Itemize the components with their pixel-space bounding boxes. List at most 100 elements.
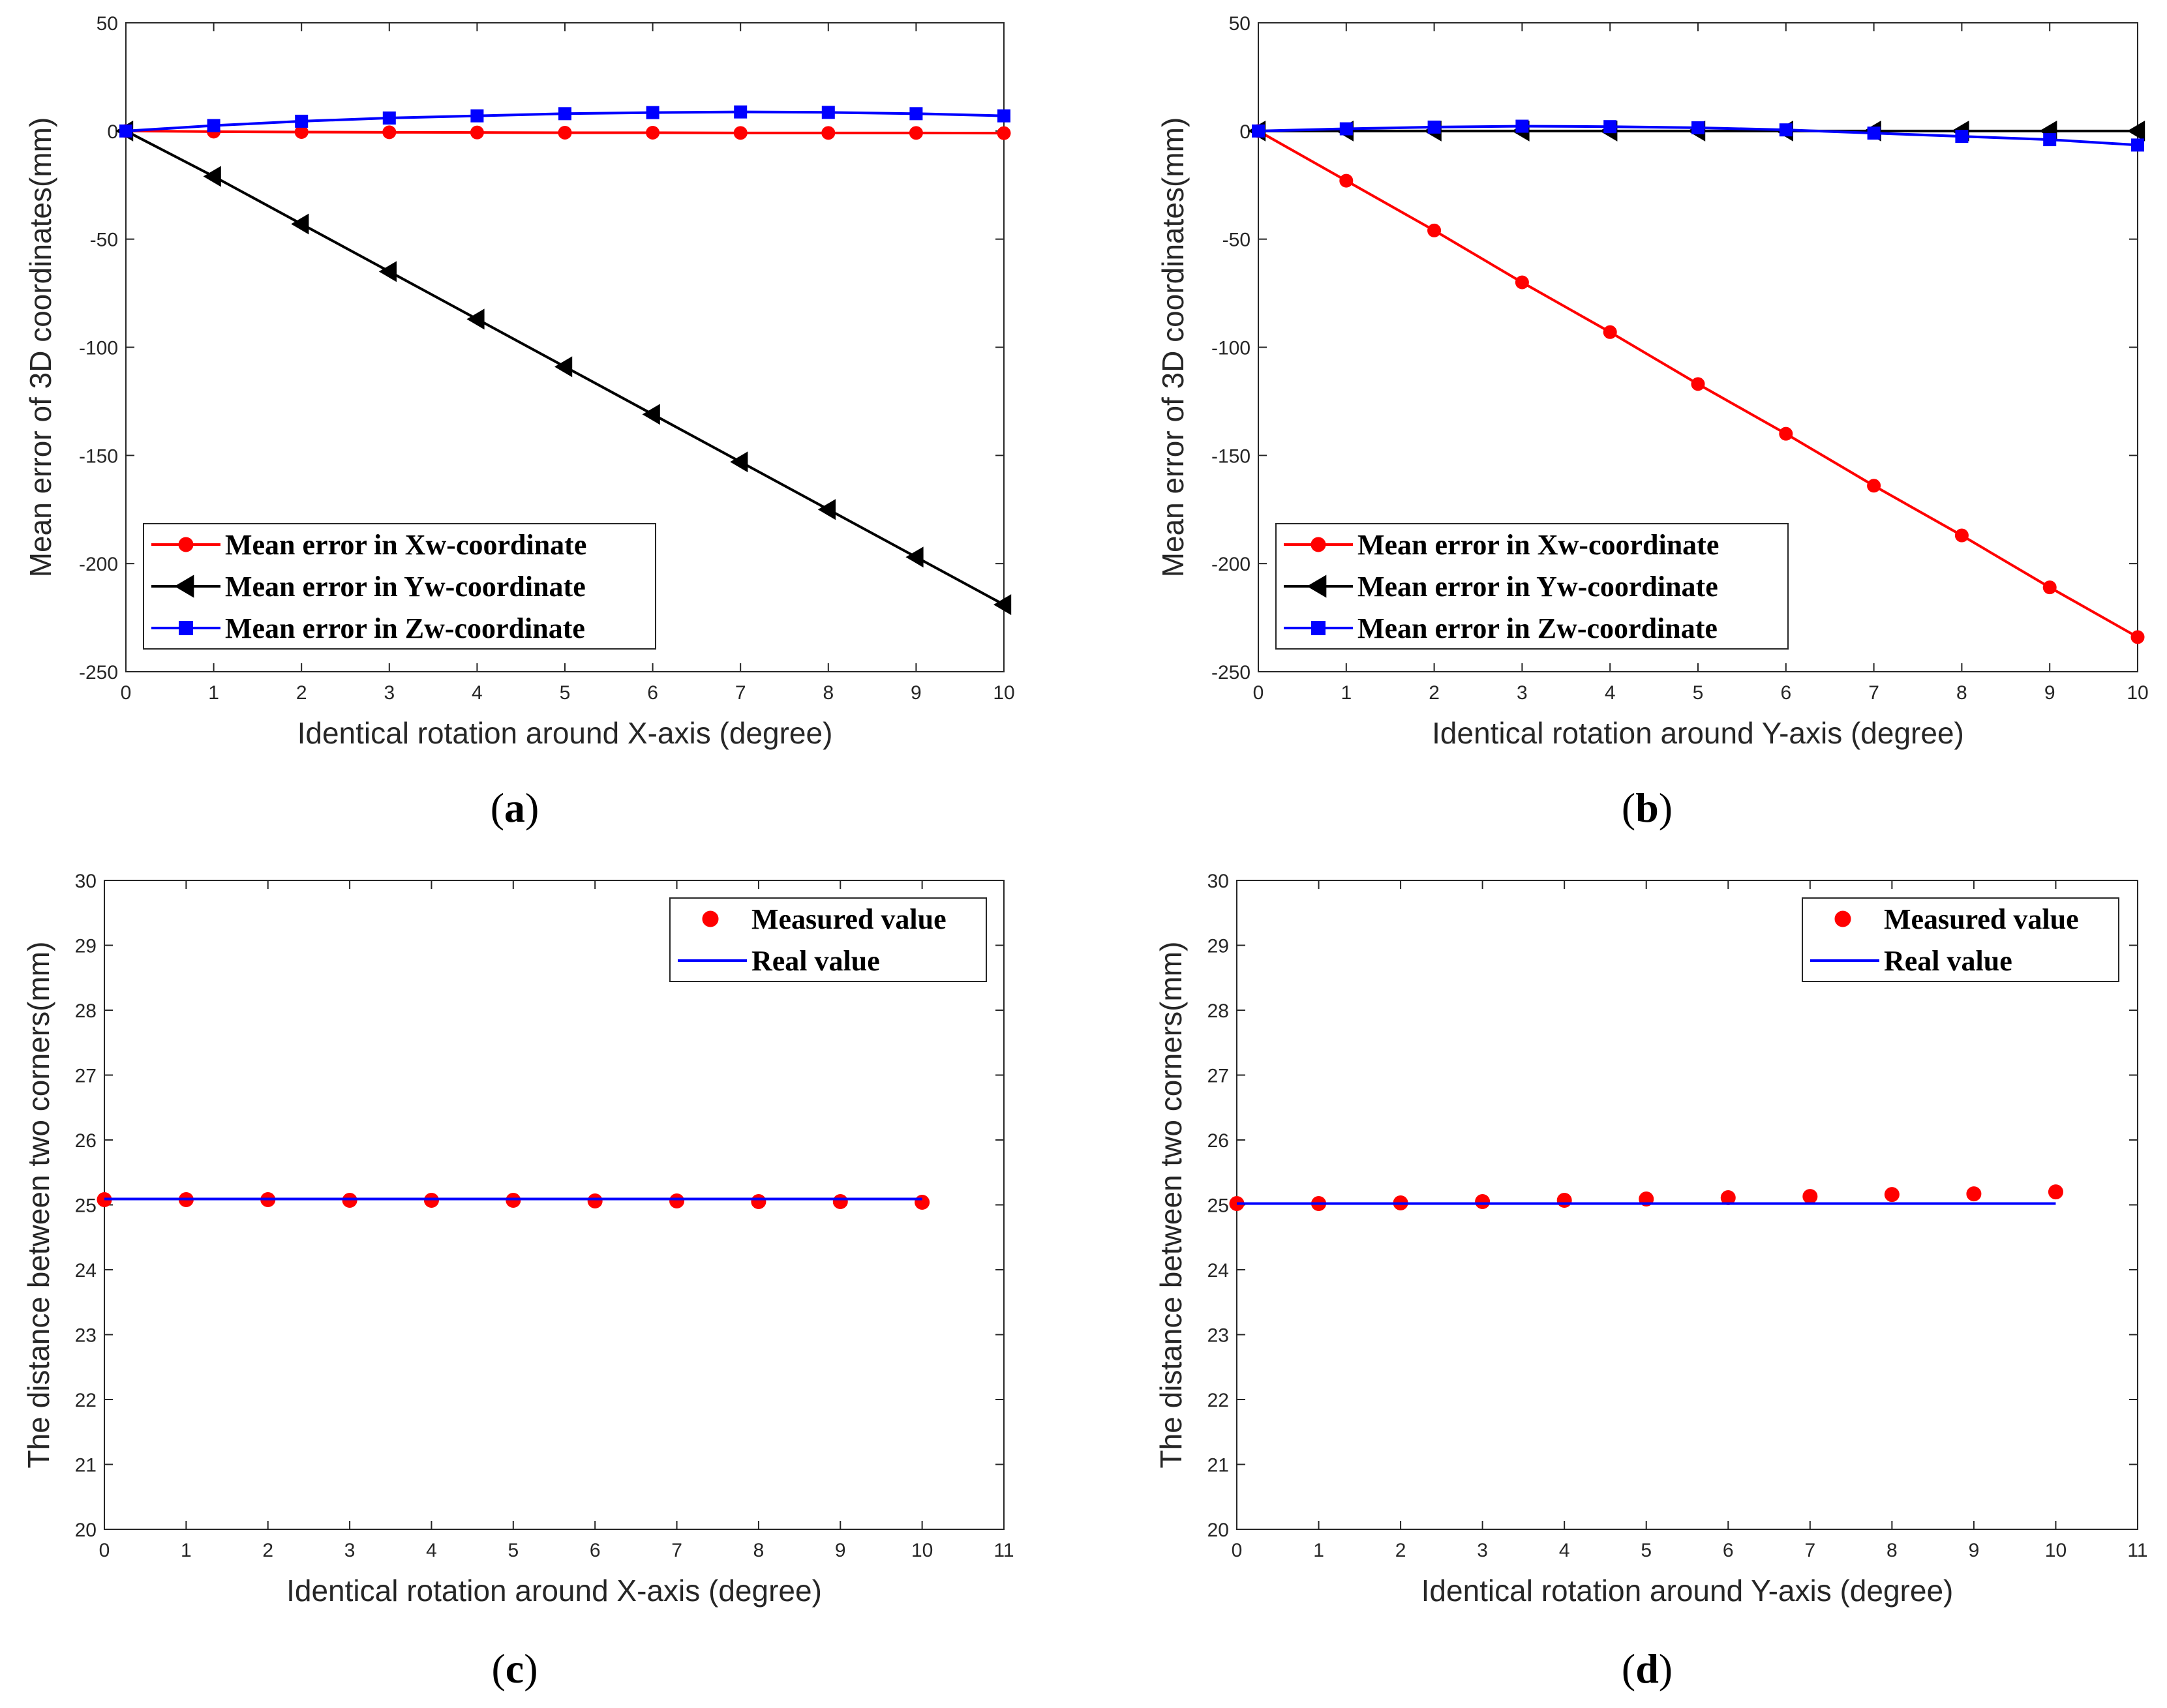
y-tick-label: -50 xyxy=(1222,230,1250,251)
x-tick-label: 8 xyxy=(1887,1540,1898,1561)
y-tick-label: 22 xyxy=(1207,1390,1229,1411)
x-tick-label: 7 xyxy=(1804,1540,1815,1561)
data-point xyxy=(642,404,660,425)
data-point xyxy=(733,126,748,140)
x-axis-label: Identical rotation around X-axis (degree… xyxy=(286,1574,822,1608)
y-tick-label: 28 xyxy=(1207,1000,1229,1022)
data-point xyxy=(558,107,571,121)
legend-label: Mean error in Xw-coordinate xyxy=(1357,529,1719,561)
x-tick-label: 2 xyxy=(296,682,307,704)
panel-label: (c) xyxy=(491,1645,538,1692)
x-tick-label: 6 xyxy=(590,1540,601,1561)
data-point xyxy=(1966,1186,1982,1202)
x-tick-label: 6 xyxy=(1780,682,1791,704)
legend-marker xyxy=(178,537,194,552)
data-point xyxy=(554,356,573,378)
legend-box xyxy=(143,523,656,650)
legend-label: Real value xyxy=(1884,945,2012,977)
y-tick-label: 27 xyxy=(1207,1066,1229,1087)
series-mean-error-in-yw-coordinate xyxy=(115,120,1012,616)
data-point xyxy=(915,1195,930,1210)
data-point xyxy=(470,125,484,140)
x-tick-label: 10 xyxy=(2127,682,2148,704)
data-point xyxy=(1603,325,1617,339)
data-point xyxy=(1955,130,1969,143)
y-tick-label: 50 xyxy=(1229,13,1250,35)
x-tick-label: 2 xyxy=(1395,1540,1406,1561)
y-tick-label: 50 xyxy=(97,13,118,35)
data-point xyxy=(1515,119,1529,133)
y-axis-label: The distance between two corners(mm) xyxy=(1154,942,1188,1469)
series-mean-error-in-zw-coordinate xyxy=(119,105,1010,138)
data-point xyxy=(909,107,923,121)
y-tick-label: -100 xyxy=(79,338,118,359)
y-tick-label: 23 xyxy=(1207,1325,1229,1347)
data-point xyxy=(470,109,484,123)
legend-marker xyxy=(1311,537,1326,552)
data-point xyxy=(646,106,659,119)
data-point xyxy=(382,111,396,125)
data-point xyxy=(734,105,748,119)
x-tick-label: 7 xyxy=(735,682,746,704)
x-axis-label: Identical rotation around Y-axis (degree… xyxy=(1421,1574,1954,1608)
data-point xyxy=(997,126,1011,140)
panel-label: (a) xyxy=(491,785,539,831)
x-tick-label: 10 xyxy=(2045,1540,2067,1561)
legend-entry: Measured value xyxy=(1834,903,2079,935)
data-point xyxy=(378,261,397,282)
y-tick-label: 20 xyxy=(1207,1520,1229,1541)
data-point xyxy=(1556,1193,1572,1208)
legend-entry: Measured value xyxy=(702,903,947,935)
x-tick-label: 3 xyxy=(384,682,395,704)
x-tick-label: 3 xyxy=(1517,682,1528,704)
y-tick-label: 0 xyxy=(1239,121,1250,143)
y-tick-label: -150 xyxy=(79,445,118,467)
y-tick-label: 21 xyxy=(75,1455,97,1476)
data-point xyxy=(1515,275,1529,290)
y-tick-label: -150 xyxy=(1211,445,1250,467)
x-tick-label: 5 xyxy=(560,682,571,704)
data-point xyxy=(1954,528,1969,543)
y-tick-label: 23 xyxy=(75,1325,97,1347)
x-tick-label: 0 xyxy=(1232,1540,1243,1561)
x-tick-label: 9 xyxy=(1969,1540,1980,1561)
y-tick-label: 26 xyxy=(1207,1130,1229,1152)
data-point xyxy=(1867,479,1881,493)
y-tick-label: -200 xyxy=(79,554,118,575)
y-tick-label: 20 xyxy=(75,1520,97,1541)
data-point xyxy=(291,213,309,235)
legend-label: Real value xyxy=(751,945,880,977)
legend-label: Mean error in Yw-coordinate xyxy=(1357,571,1718,603)
data-point xyxy=(1691,121,1705,134)
x-tick-label: 0 xyxy=(1253,682,1264,704)
x-tick-label: 6 xyxy=(647,682,658,704)
data-point xyxy=(207,119,220,132)
legend-box xyxy=(669,897,987,982)
y-tick-label: -50 xyxy=(90,230,118,251)
data-point xyxy=(1427,120,1441,134)
data-point xyxy=(2131,138,2144,152)
legend-marker xyxy=(702,910,719,927)
y-tick-label: -200 xyxy=(1211,554,1250,575)
y-tick-label: -250 xyxy=(79,662,118,683)
data-point xyxy=(821,106,835,119)
y-tick-label: 30 xyxy=(75,871,97,892)
y-tick-label: 25 xyxy=(1207,1195,1229,1217)
data-point xyxy=(669,1193,685,1209)
legend-label: Mean error in Zw-coordinate xyxy=(1357,612,1718,644)
data-point xyxy=(119,124,132,138)
legend-label: Mean error in Yw-coordinate xyxy=(225,571,586,603)
x-tick-label: 11 xyxy=(993,1540,1014,1561)
legend-entry: Mean error in Xw-coordinate xyxy=(1284,529,1719,561)
data-point xyxy=(730,451,748,473)
data-point xyxy=(751,1194,766,1210)
y-axis-label: Mean error of 3D coordinates(mm) xyxy=(23,117,57,578)
legend-marker xyxy=(1834,910,1851,927)
legend-entry: Mean error in Yw-coordinate xyxy=(151,571,586,603)
data-point xyxy=(2048,1184,2063,1200)
data-point xyxy=(993,594,1012,616)
x-tick-label: 0 xyxy=(121,682,132,704)
x-tick-label: 5 xyxy=(508,1540,519,1561)
legend-marker xyxy=(174,575,194,598)
